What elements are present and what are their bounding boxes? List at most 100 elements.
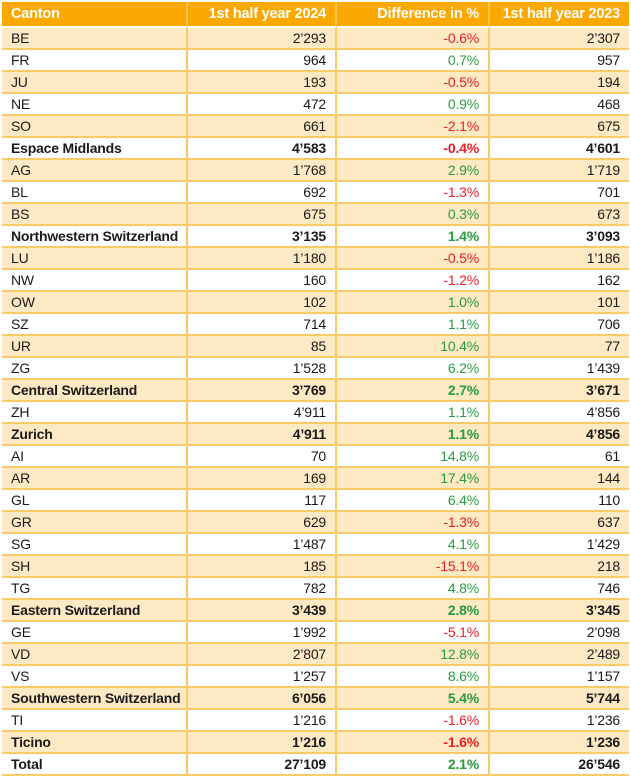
canton-cell: Southwestern Switzerland xyxy=(2,688,188,710)
h1-2024-value-cell: 964 xyxy=(188,50,337,72)
table-row: BE 2’293 -0.6% 2’307 xyxy=(2,28,629,50)
h1-2023-value-cell: 675 xyxy=(490,116,629,138)
canton-cell: NW xyxy=(2,270,188,292)
column-header-h1-2023: 1st half year 2023 xyxy=(490,2,629,28)
summary-row: Espace Midlands 4’583 -0.4% 4’601 xyxy=(2,138,629,160)
h1-2024-value-cell: 2’293 xyxy=(188,28,337,50)
canton-cell: AG xyxy=(2,160,188,182)
difference-pct-cell: -2.1% xyxy=(337,116,490,138)
h1-2023-value-cell: 110 xyxy=(490,490,629,512)
h1-2024-value-cell: 160 xyxy=(188,270,337,292)
difference-pct-cell: -1.6% xyxy=(337,710,490,732)
table-row: GE 1’992 -5.1% 2’098 xyxy=(2,622,629,644)
difference-pct-cell: 17.4% xyxy=(337,468,490,490)
summary-row: Central Switzerland 3’769 2.7% 3’671 xyxy=(2,380,629,402)
canton-cell: GR xyxy=(2,512,188,534)
h1-2024-value-cell: 629 xyxy=(188,512,337,534)
difference-pct-cell: -0.5% xyxy=(337,72,490,94)
canton-cell: BL xyxy=(2,182,188,204)
h1-2024-value-cell: 27’109 xyxy=(188,754,337,776)
h1-2024-value-cell: 193 xyxy=(188,72,337,94)
h1-2024-value-cell: 472 xyxy=(188,94,337,116)
canton-cell: NE xyxy=(2,94,188,116)
h1-2023-value-cell: 4’601 xyxy=(490,138,629,160)
difference-pct-cell: 0.9% xyxy=(337,94,490,116)
canton-cell: SH xyxy=(2,556,188,578)
difference-pct-cell: 5.4% xyxy=(337,688,490,710)
difference-pct-cell: 14.8% xyxy=(337,446,490,468)
difference-pct-cell: 2.8% xyxy=(337,600,490,622)
h1-2024-value-cell: 1’768 xyxy=(188,160,337,182)
h1-2024-value-cell: 1’216 xyxy=(188,732,337,754)
table-row: GL 117 6.4% 110 xyxy=(2,490,629,512)
h1-2023-value-cell: 706 xyxy=(490,314,629,336)
table-row: FR 964 0.7% 957 xyxy=(2,50,629,72)
h1-2023-value-cell: 637 xyxy=(490,512,629,534)
table-row: AI 70 14.8% 61 xyxy=(2,446,629,468)
difference-pct-cell: 1.0% xyxy=(337,292,490,314)
difference-pct-cell: 0.3% xyxy=(337,204,490,226)
difference-pct-cell: 10.4% xyxy=(337,336,490,358)
table-row: ZG 1’528 6.2% 1’439 xyxy=(2,358,629,380)
difference-pct-cell: -0.4% xyxy=(337,138,490,160)
summary-row: Zurich 4’911 1.1% 4’856 xyxy=(2,424,629,446)
difference-pct-cell: 2.7% xyxy=(337,380,490,402)
canton-cell: BE xyxy=(2,28,188,50)
h1-2024-value-cell: 3’439 xyxy=(188,600,337,622)
canton-cell: ZG xyxy=(2,358,188,380)
canton-cell: JU xyxy=(2,72,188,94)
difference-pct-cell: 4.1% xyxy=(337,534,490,556)
h1-2024-value-cell: 4’911 xyxy=(188,402,337,424)
h1-2024-value-cell: 117 xyxy=(188,490,337,512)
table-row: ZH 4’911 1.1% 4’856 xyxy=(2,402,629,424)
h1-2023-value-cell: 1’429 xyxy=(490,534,629,556)
table-row: BS 675 0.3% 673 xyxy=(2,204,629,226)
table-row: JU 193 -0.5% 194 xyxy=(2,72,629,94)
h1-2023-value-cell: 2’098 xyxy=(490,622,629,644)
table-row: VD 2’807 12.8% 2’489 xyxy=(2,644,629,666)
table-header: Canton 1st half year 2024 Difference in … xyxy=(2,2,629,28)
table-row: UR 85 10.4% 77 xyxy=(2,336,629,358)
difference-pct-cell: 0.7% xyxy=(337,50,490,72)
difference-pct-cell: 1.1% xyxy=(337,314,490,336)
h1-2023-value-cell: 77 xyxy=(490,336,629,358)
summary-row: Northwestern Switzerland 3’135 1.4% 3’093 xyxy=(2,226,629,248)
canton-cell: ZH xyxy=(2,402,188,424)
h1-2023-value-cell: 218 xyxy=(490,556,629,578)
difference-pct-cell: -1.6% xyxy=(337,732,490,754)
h1-2024-value-cell: 714 xyxy=(188,314,337,336)
table-row: AG 1’768 2.9% 1’719 xyxy=(2,160,629,182)
h1-2023-value-cell: 1’236 xyxy=(490,732,629,754)
canton-cell: Espace Midlands xyxy=(2,138,188,160)
canton-cell: SG xyxy=(2,534,188,556)
canton-cell: FR xyxy=(2,50,188,72)
h1-2024-value-cell: 1’487 xyxy=(188,534,337,556)
column-header-canton: Canton xyxy=(2,2,188,28)
canton-cell: Ticino xyxy=(2,732,188,754)
h1-2023-value-cell: 144 xyxy=(490,468,629,490)
canton-cell: SZ xyxy=(2,314,188,336)
h1-2024-value-cell: 2’807 xyxy=(188,644,337,666)
canton-cell: SO xyxy=(2,116,188,138)
table-row: BL 692 -1.3% 701 xyxy=(2,182,629,204)
h1-2023-value-cell: 701 xyxy=(490,182,629,204)
h1-2023-value-cell: 4’856 xyxy=(490,402,629,424)
h1-2024-value-cell: 1’257 xyxy=(188,666,337,688)
h1-2024-value-cell: 3’135 xyxy=(188,226,337,248)
table-body: BE 2’293 -0.6% 2’307 FR 964 0.7% 957 JU 193 -0.5% 1… xyxy=(2,28,629,776)
canton-cell: GE xyxy=(2,622,188,644)
canton-cell: Central Switzerland xyxy=(2,380,188,402)
h1-2023-value-cell: 2’307 xyxy=(490,28,629,50)
difference-pct-cell: 1.1% xyxy=(337,424,490,446)
h1-2023-value-cell: 3’671 xyxy=(490,380,629,402)
table-row: SO 661 -2.1% 675 xyxy=(2,116,629,138)
h1-2023-value-cell: 468 xyxy=(490,94,629,116)
h1-2023-value-cell: 957 xyxy=(490,50,629,72)
table-row: NW 160 -1.2% 162 xyxy=(2,270,629,292)
h1-2024-value-cell: 102 xyxy=(188,292,337,314)
h1-2024-value-cell: 185 xyxy=(188,556,337,578)
canton-cell: LU xyxy=(2,248,188,270)
table-row: SH 185 -15.1% 218 xyxy=(2,556,629,578)
summary-row: Total 27’109 2.1% 26’546 xyxy=(2,754,629,776)
